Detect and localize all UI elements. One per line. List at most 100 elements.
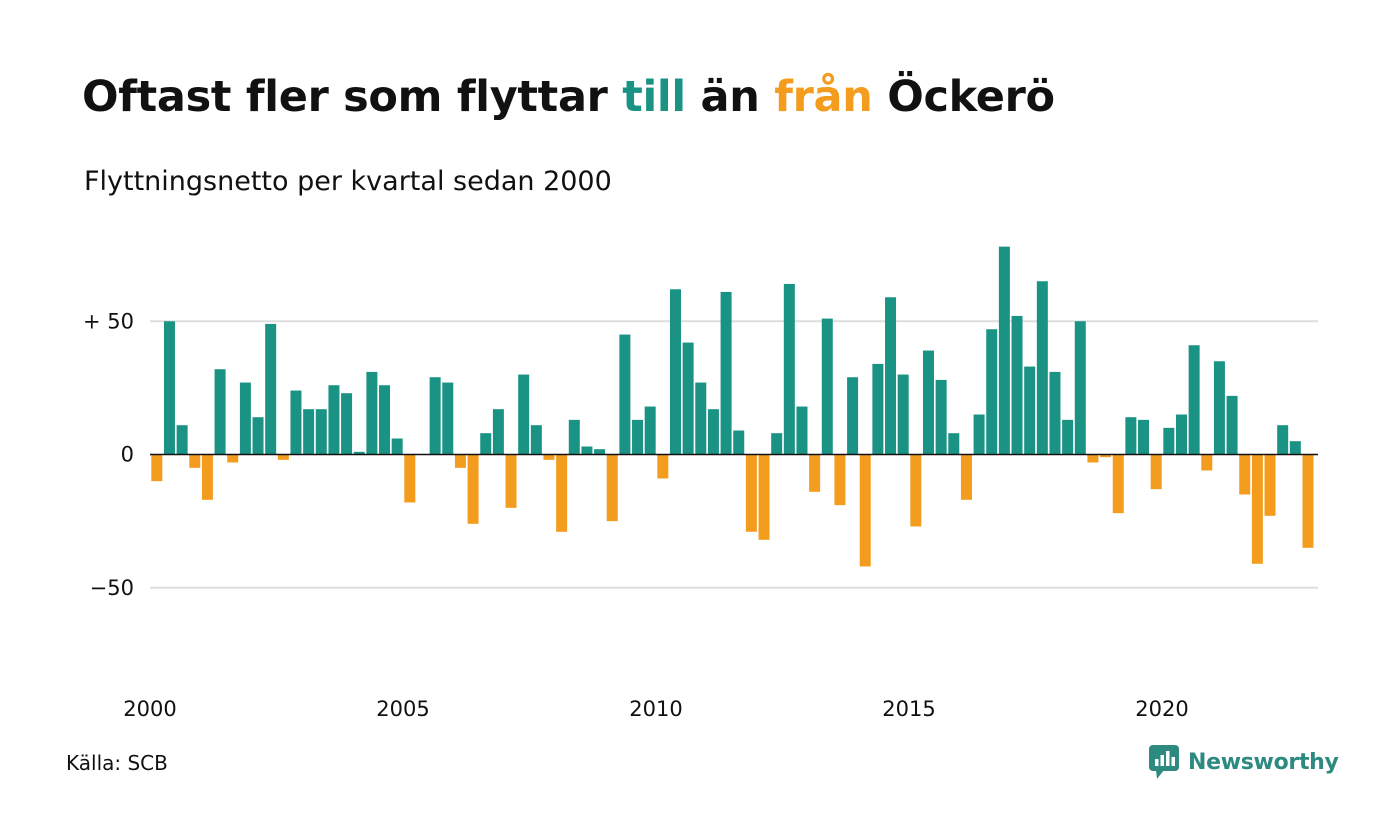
bar [1138, 419, 1150, 455]
bar [1024, 366, 1036, 455]
bar [467, 454, 479, 524]
bar [922, 350, 934, 455]
bar [404, 454, 416, 503]
bar [530, 425, 542, 455]
bar [1163, 427, 1175, 455]
bar [379, 385, 391, 455]
bar [960, 454, 972, 500]
bar [290, 390, 302, 455]
bar [885, 297, 897, 455]
bar [1251, 454, 1263, 564]
bar [328, 385, 340, 455]
x-axis-labels: 2000 2005 2010 2015 2020 [123, 697, 1188, 721]
bar [758, 454, 770, 540]
x-tick-label: 2020 [1135, 697, 1188, 721]
bar [366, 371, 378, 455]
bar [581, 446, 593, 455]
bar [1062, 419, 1074, 455]
y-axis-labels: + 50 0 −50 [83, 309, 134, 600]
bar [632, 419, 644, 455]
chart-title: Oftast fler som flyttar till än från Öck… [82, 72, 1055, 122]
bar [429, 377, 441, 455]
bar [910, 454, 922, 527]
bar [733, 430, 745, 455]
bar [834, 454, 846, 506]
bar [480, 433, 492, 455]
newsworthy-chart-bubble-icon [1149, 745, 1179, 779]
bar [1226, 395, 1238, 455]
bar [1175, 414, 1187, 455]
newsworthy-logo: Newsworthy [1148, 744, 1339, 780]
bar [151, 454, 163, 482]
bar [973, 414, 985, 455]
bar [948, 433, 960, 455]
bar [1213, 361, 1225, 455]
bar [1302, 454, 1314, 548]
bar [745, 454, 757, 532]
bar [1150, 454, 1162, 490]
bar [695, 382, 707, 455]
x-tick-label: 2015 [882, 697, 935, 721]
bar [341, 393, 353, 455]
title-part-1: Oftast fler som flyttar [82, 72, 623, 122]
bar [1264, 454, 1276, 516]
bar [518, 374, 530, 455]
bar [1289, 441, 1301, 455]
bar [1100, 454, 1112, 458]
bar [543, 454, 555, 460]
bar [859, 454, 871, 567]
bar [657, 454, 669, 479]
bar [998, 246, 1010, 455]
bar [720, 291, 732, 455]
bar [1087, 454, 1099, 463]
source-note: Källa: SCB [66, 751, 168, 775]
chart-subtitle: Flyttningsnetto per kvartal sedan 2000 [84, 166, 612, 197]
bar [239, 382, 251, 455]
y-tick-label: + 50 [83, 309, 134, 333]
x-tick-label: 2010 [629, 697, 682, 721]
bar [1112, 454, 1124, 514]
bar [821, 318, 833, 455]
x-tick-label: 2000 [123, 697, 176, 721]
bar [872, 363, 884, 455]
bar [265, 323, 277, 455]
bar [1011, 315, 1023, 455]
bar [214, 369, 226, 455]
bar [796, 406, 808, 455]
y-tick-label: −50 [90, 576, 134, 600]
bar [897, 374, 909, 455]
title-highlight-till: till [622, 72, 686, 122]
bar [391, 438, 403, 455]
bar [1188, 345, 1200, 455]
bar [568, 419, 580, 455]
x-tick-label: 2005 [376, 697, 429, 721]
bar [163, 321, 175, 455]
brand-name: Newsworthy [1188, 749, 1339, 775]
bar [1239, 454, 1251, 495]
bar [442, 382, 454, 455]
title-part-3: än [685, 72, 775, 122]
title-highlight-fran: från [774, 72, 873, 122]
bar [1049, 371, 1061, 455]
bar [252, 417, 264, 455]
bars [151, 246, 1314, 567]
bar [303, 409, 315, 455]
bar [1277, 425, 1289, 455]
bar [809, 454, 821, 492]
bar [454, 454, 466, 468]
bar [1125, 417, 1137, 455]
bar [644, 406, 656, 455]
bar [771, 433, 783, 455]
bar [505, 454, 517, 508]
bar [1074, 321, 1086, 455]
bar [707, 409, 719, 455]
bar [682, 342, 694, 455]
bar [277, 454, 289, 460]
bar [783, 283, 795, 455]
bar [669, 289, 681, 455]
title-part-5: Öckerö [872, 72, 1055, 122]
bar [619, 334, 631, 455]
bar [594, 449, 606, 455]
bar [1036, 281, 1048, 455]
